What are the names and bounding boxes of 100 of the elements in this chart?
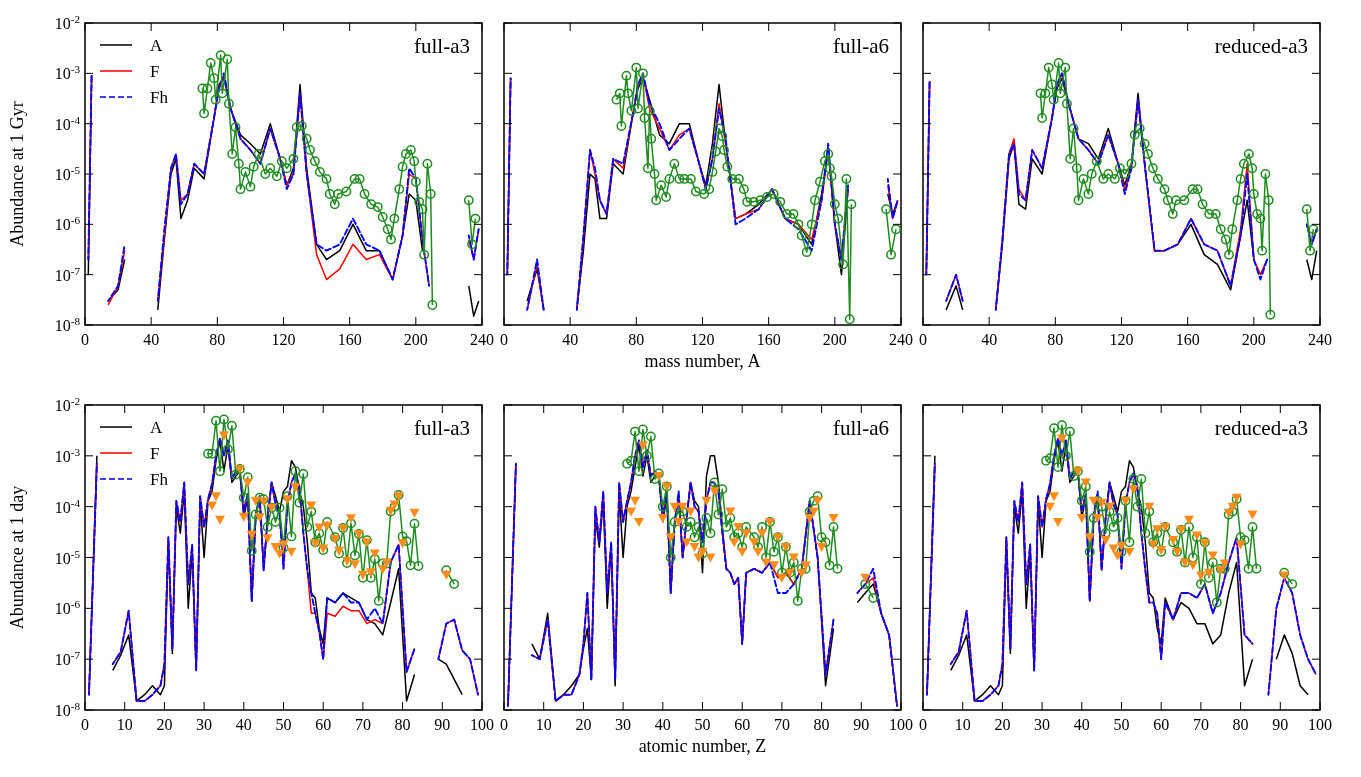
point xyxy=(630,426,640,437)
point xyxy=(653,468,664,479)
point xyxy=(1210,209,1221,220)
point xyxy=(1060,62,1071,73)
x-tick-label: 80 xyxy=(628,331,645,348)
point xyxy=(1126,158,1137,169)
point xyxy=(860,573,871,583)
point xyxy=(274,549,285,559)
point xyxy=(219,414,229,425)
point xyxy=(349,560,360,570)
x-tick-label: 70 xyxy=(773,716,790,733)
point xyxy=(401,536,412,547)
x-tick-label: 50 xyxy=(694,716,711,733)
legend-label: Fh xyxy=(150,470,169,489)
point xyxy=(1041,455,1052,466)
point xyxy=(657,513,668,523)
point xyxy=(1049,492,1060,502)
point xyxy=(410,176,421,187)
x-tick-label: 10 xyxy=(116,716,133,733)
point xyxy=(626,455,636,466)
point xyxy=(1207,557,1218,568)
point xyxy=(441,570,452,580)
point xyxy=(633,517,644,527)
point xyxy=(1140,528,1151,539)
point xyxy=(377,565,388,575)
x-tick-label: 160 xyxy=(756,331,781,348)
point xyxy=(812,491,823,502)
point xyxy=(1239,535,1250,546)
point xyxy=(1184,521,1194,532)
point xyxy=(354,173,365,184)
point xyxy=(248,161,259,172)
point xyxy=(1092,513,1103,523)
point xyxy=(804,513,815,523)
point xyxy=(262,534,273,544)
point xyxy=(1279,571,1290,581)
x-tick-label: 0 xyxy=(919,716,927,733)
point xyxy=(394,184,405,195)
x-tick-label: 0 xyxy=(500,716,508,733)
point xyxy=(290,483,301,493)
point xyxy=(1301,204,1312,215)
point xyxy=(314,523,325,533)
point xyxy=(1056,434,1067,444)
point xyxy=(215,466,225,477)
point xyxy=(832,563,843,574)
point xyxy=(1078,173,1089,184)
x-tick-label: 40 xyxy=(654,716,671,733)
point xyxy=(1235,173,1246,184)
point xyxy=(282,491,293,502)
x-tick-label: 20 xyxy=(156,716,173,733)
point xyxy=(1305,245,1316,256)
point xyxy=(230,469,241,480)
point xyxy=(860,579,871,590)
point xyxy=(262,521,273,532)
point xyxy=(346,518,356,529)
point xyxy=(400,149,411,159)
x-tick-label: 80 xyxy=(813,716,830,733)
point xyxy=(1211,597,1222,608)
point xyxy=(1045,502,1056,512)
x-tick-label: 240 xyxy=(1308,331,1332,348)
point xyxy=(1139,138,1150,149)
point xyxy=(245,181,256,192)
point xyxy=(1060,450,1071,461)
point xyxy=(215,50,226,61)
x-tick-label: 70 xyxy=(1192,716,1209,733)
point xyxy=(210,94,221,105)
point xyxy=(1248,189,1259,199)
y-tick-label: 10$^{-8}$ xyxy=(54,700,81,719)
point xyxy=(1219,563,1230,574)
point xyxy=(305,145,315,155)
point xyxy=(1116,546,1127,557)
x-tick-label: 120 xyxy=(271,331,296,348)
point xyxy=(1109,173,1120,184)
point xyxy=(329,199,340,210)
point xyxy=(314,166,325,177)
point xyxy=(350,550,360,561)
point xyxy=(1243,563,1254,574)
point xyxy=(1238,158,1249,169)
point xyxy=(1152,173,1163,184)
point xyxy=(1057,420,1067,431)
point xyxy=(254,492,265,503)
point xyxy=(1049,423,1059,434)
point xyxy=(202,83,213,94)
x-tick-label: 20 xyxy=(994,716,1011,733)
point xyxy=(294,497,305,508)
y-tick-label: 10$^{-5}$ xyxy=(54,164,81,183)
point xyxy=(1080,478,1091,488)
point xyxy=(333,189,344,199)
point xyxy=(271,171,282,182)
x-tick-label: 80 xyxy=(1232,716,1249,733)
point xyxy=(725,507,736,517)
point xyxy=(369,549,380,559)
point xyxy=(427,300,438,310)
x-tick-label: 50 xyxy=(275,716,292,733)
point xyxy=(386,234,396,245)
point xyxy=(405,560,416,571)
point xyxy=(365,568,376,578)
point xyxy=(1053,58,1064,69)
y-tick-label: 10$^{-2}$ xyxy=(54,395,80,414)
point xyxy=(309,156,320,167)
x-tick-label: 90 xyxy=(853,716,870,733)
